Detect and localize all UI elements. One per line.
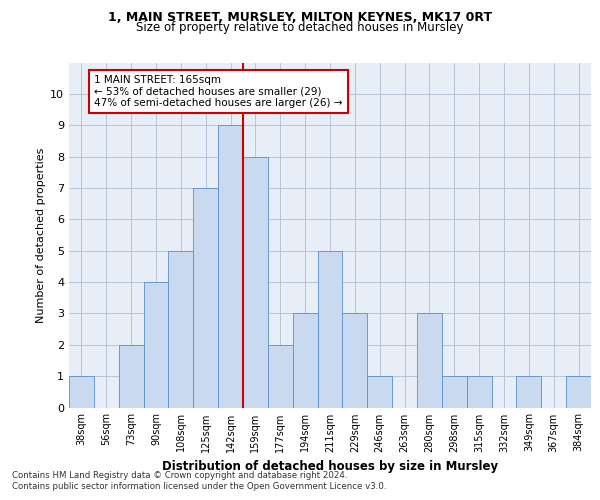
Bar <box>143 282 169 408</box>
Bar <box>218 125 243 408</box>
Text: Size of property relative to detached houses in Mursley: Size of property relative to detached ho… <box>136 22 464 35</box>
Bar <box>69 376 94 408</box>
Y-axis label: Number of detached properties: Number of detached properties <box>36 148 46 322</box>
Bar <box>343 314 367 408</box>
Bar <box>317 250 343 408</box>
Text: Contains HM Land Registry data © Crown copyright and database right 2024.: Contains HM Land Registry data © Crown c… <box>12 471 347 480</box>
Bar <box>566 376 591 408</box>
Bar <box>268 345 293 408</box>
Bar <box>467 376 491 408</box>
Bar <box>119 345 143 408</box>
Text: 1 MAIN STREET: 165sqm
← 53% of detached houses are smaller (29)
47% of semi-deta: 1 MAIN STREET: 165sqm ← 53% of detached … <box>94 75 343 108</box>
Bar <box>293 314 317 408</box>
X-axis label: Distribution of detached houses by size in Mursley: Distribution of detached houses by size … <box>162 460 498 473</box>
Bar <box>367 376 392 408</box>
Bar <box>193 188 218 408</box>
Bar <box>517 376 541 408</box>
Bar <box>243 156 268 408</box>
Text: 1, MAIN STREET, MURSLEY, MILTON KEYNES, MK17 0RT: 1, MAIN STREET, MURSLEY, MILTON KEYNES, … <box>108 11 492 24</box>
Bar <box>169 250 193 408</box>
Text: Contains public sector information licensed under the Open Government Licence v3: Contains public sector information licen… <box>12 482 386 491</box>
Bar <box>417 314 442 408</box>
Bar <box>442 376 467 408</box>
